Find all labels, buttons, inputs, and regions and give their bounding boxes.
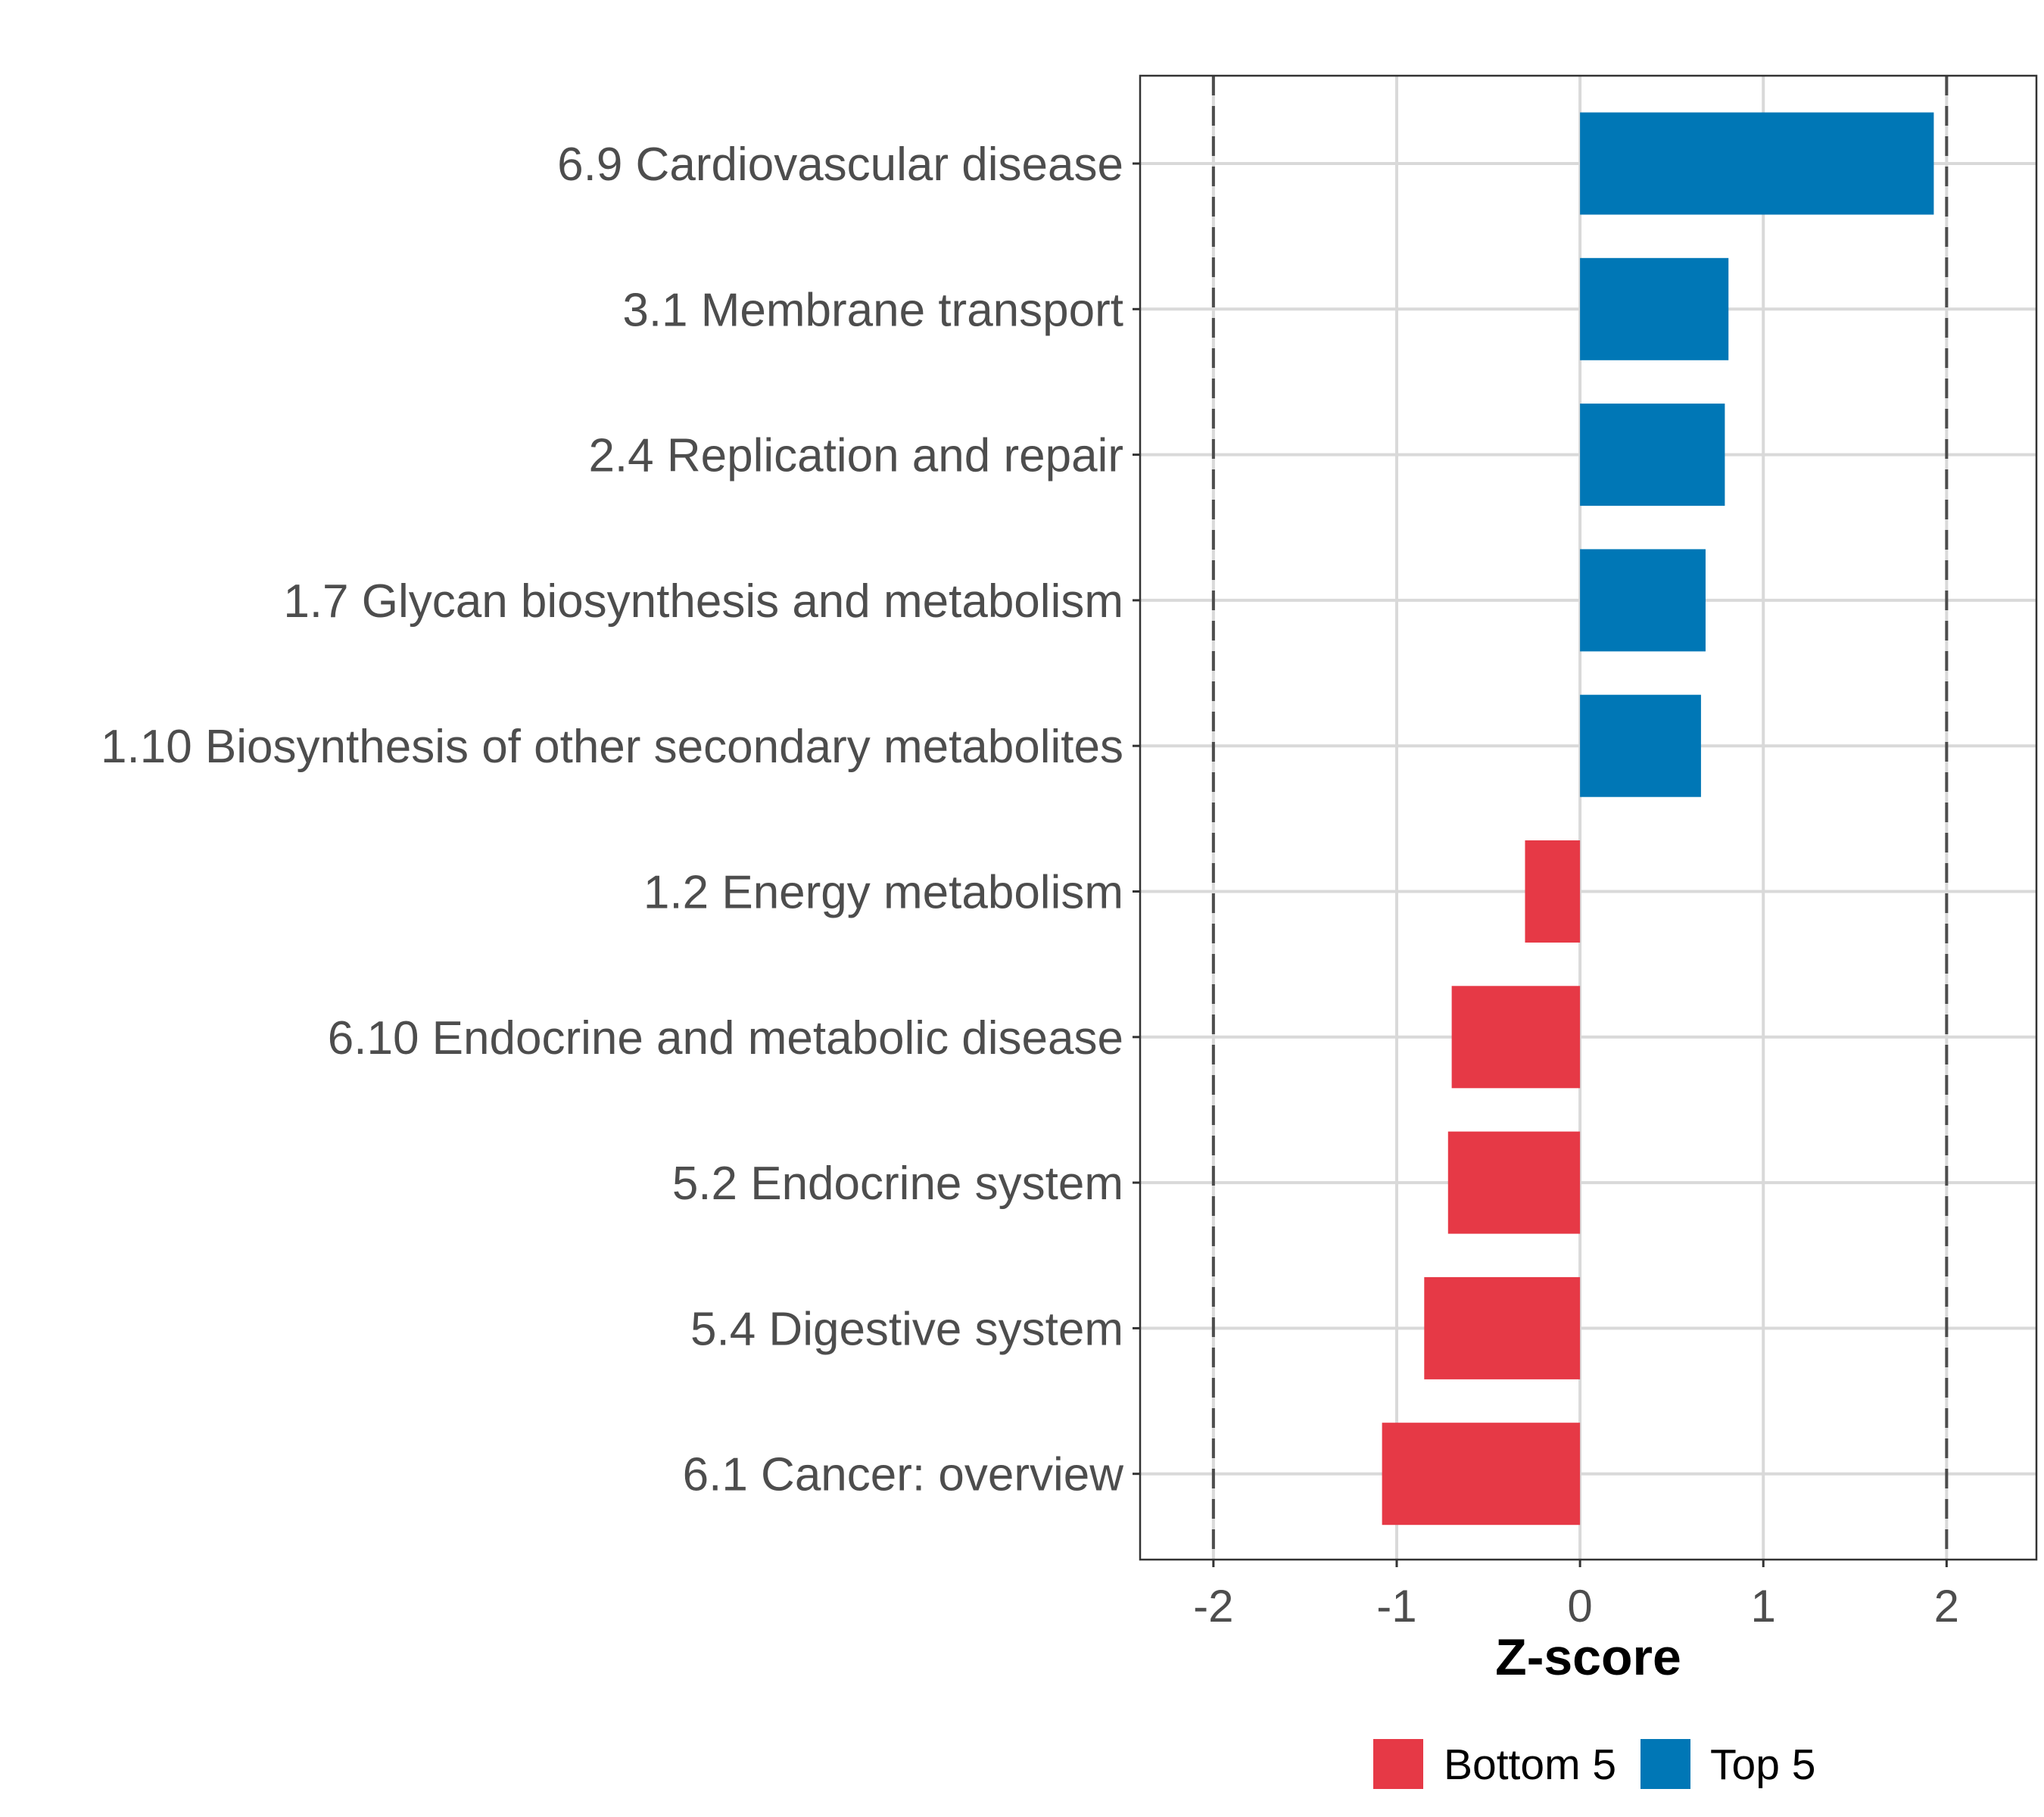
x-tick-label: -2 (1193, 1581, 1233, 1632)
x-tick-label: 1 (1751, 1581, 1776, 1632)
legend-swatch (1640, 1739, 1690, 1789)
bar (1424, 1276, 1581, 1379)
y-tick-label: 2.4 Replication and repair (588, 430, 1123, 482)
panel-border (1139, 74, 2038, 1561)
y-tick-label: 6.10 Endocrine and metabolic disease (328, 1012, 1123, 1064)
bars (1382, 112, 1934, 1526)
y-tick-label: 1.10 Biosynthesis of other secondary met… (101, 721, 1123, 773)
x-axis-title: Z-score (1495, 1628, 1681, 1686)
x-axis-ticks: -2 -1 0 1 2 (1193, 1560, 1959, 1632)
legend-item: Bottom 5 (1373, 1739, 1616, 1789)
reference-lines (1211, 76, 1949, 1560)
x-tick-label: 2 (1934, 1581, 1959, 1632)
legend-item: Top 5 (1640, 1739, 1815, 1789)
y-tick-label: 6.9 Cardiovascular disease (557, 139, 1123, 191)
bar (1580, 404, 1725, 506)
legend-label: Bottom 5 (1444, 1741, 1616, 1789)
bar (1451, 986, 1581, 1089)
x-tick-label: 0 (1567, 1581, 1592, 1632)
bar (1580, 694, 1701, 797)
bar (1382, 1423, 1581, 1526)
y-tick-label: 5.2 Endocrine system (672, 1158, 1123, 1210)
y-tick-label: 1.7 Glycan biosynthesis and metabolism (283, 575, 1123, 628)
bar (1580, 112, 1934, 215)
y-tick-label: 3.1 Membrane transport (622, 284, 1123, 336)
legend-label: Top 5 (1710, 1741, 1815, 1789)
bar (1447, 1131, 1581, 1234)
legend-swatch (1373, 1739, 1423, 1789)
bar (1525, 840, 1581, 943)
y-tick-label: 1.2 Energy metabolism (643, 867, 1123, 919)
y-tick-label: 5.4 Digestive system (690, 1303, 1123, 1355)
bar (1580, 257, 1729, 360)
bar (1580, 549, 1706, 652)
legend: Bottom 5 Top 5 (1373, 1739, 1815, 1789)
x-tick-label: -1 (1376, 1581, 1416, 1632)
y-axis-labels: 6.9 Cardiovascular disease 3.1 Membrane t… (101, 139, 1140, 1501)
y-tick-label: 6.1 Cancer: overview (683, 1449, 1124, 1501)
